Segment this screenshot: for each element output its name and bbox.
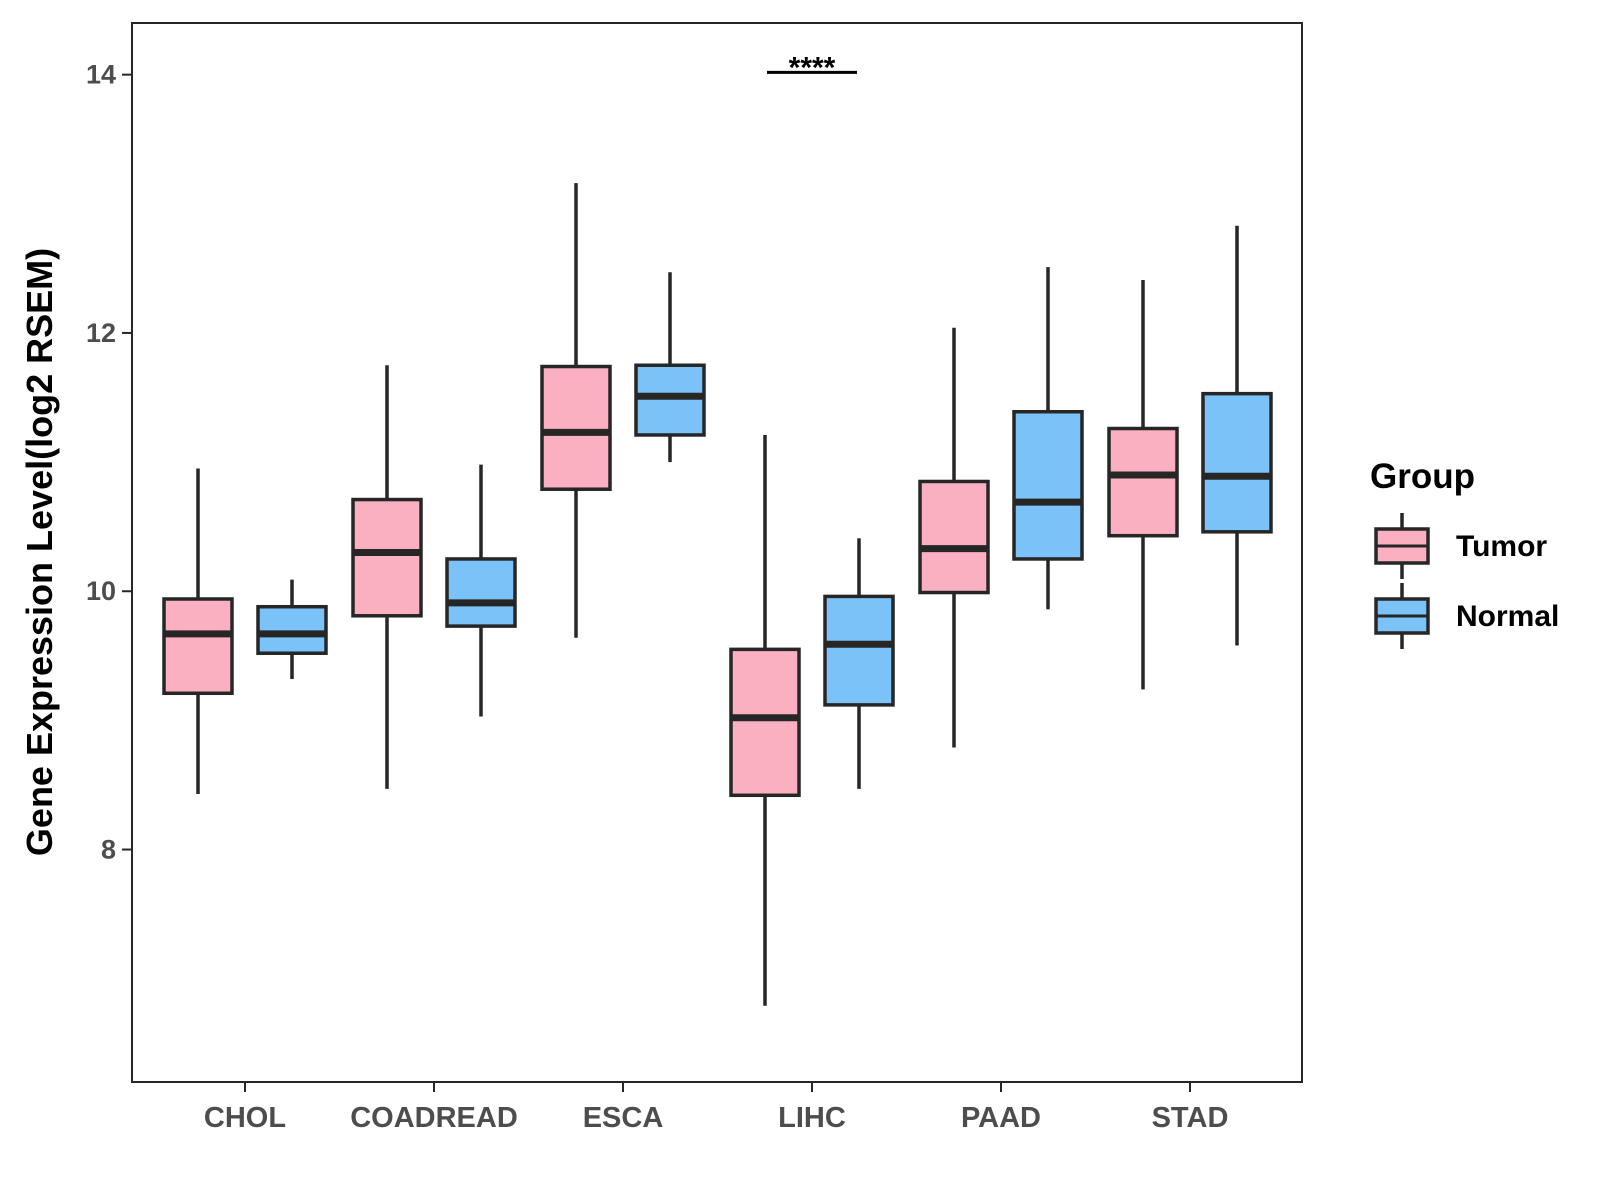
box-stad-tumor xyxy=(1107,280,1179,690)
x-axis: CHOL COADREAD ESCA LIHC PAAD STAD xyxy=(204,1082,1228,1134)
y-tick-label-8: 8 xyxy=(101,835,116,865)
x-tick-label-lihc: LIHC xyxy=(778,1102,846,1134)
box-coadread-tumor xyxy=(351,365,423,789)
box-body-lihc-normal xyxy=(823,594,895,707)
box-body-coadread-tumor xyxy=(351,497,423,618)
box-lihc-normal xyxy=(823,538,895,789)
box-body-paad-normal xyxy=(1012,409,1084,561)
box-chol-normal xyxy=(256,579,328,680)
box-stad-normal xyxy=(1201,225,1273,646)
y-axis-title: Gene Expression Level(log2 RSEM) xyxy=(19,248,60,856)
legend-label-normal: Normal xyxy=(1456,600,1559,633)
y-tick-label-10: 10 xyxy=(86,576,116,606)
x-tick-label-esca: ESCA xyxy=(583,1102,664,1134)
x-tick-label-coadread: COADREAD xyxy=(350,1102,518,1134)
box-body-stad-normal xyxy=(1201,391,1273,534)
box-body-esca-normal xyxy=(634,363,706,437)
box-body-chol-normal xyxy=(256,604,328,655)
box-coadread-normal xyxy=(445,464,517,717)
box-paad-tumor xyxy=(918,327,990,748)
box-body-lihc-tumor xyxy=(729,647,801,798)
box-body-chol-tumor xyxy=(162,597,234,696)
y-tick-label-12: 12 xyxy=(86,318,116,348)
legend-label-tumor: Tumor xyxy=(1456,530,1547,563)
legend-item-normal: Normal xyxy=(1374,583,1559,649)
box-chol-tumor xyxy=(162,468,234,795)
plot-panel-border xyxy=(131,22,1303,1083)
plot-elements: **** xyxy=(162,51,1273,1006)
significance-label-lihc: **** xyxy=(789,51,836,84)
box-body-stad-tumor xyxy=(1107,426,1179,538)
box-body-coadread-normal xyxy=(445,557,517,628)
box-paad-normal xyxy=(1012,267,1084,610)
x-tick-label-paad: PAAD xyxy=(961,1102,1041,1134)
box-lihc-tumor xyxy=(729,434,801,1006)
legend: Group Tumor Normal xyxy=(1370,457,1559,649)
box-body-esca-tumor xyxy=(540,364,612,491)
x-tick-label-stad: STAD xyxy=(1152,1102,1229,1134)
box-esca-tumor xyxy=(540,183,612,638)
legend-item-tumor: Tumor xyxy=(1374,513,1547,579)
box-body-paad-tumor xyxy=(918,479,990,595)
legend-title: Group xyxy=(1370,457,1475,496)
y-tick-label-14: 14 xyxy=(86,60,116,90)
x-tick-label-chol: CHOL xyxy=(204,1102,286,1134)
box-esca-normal xyxy=(634,272,706,463)
y-axis: 8 10 12 14 xyxy=(86,60,132,865)
